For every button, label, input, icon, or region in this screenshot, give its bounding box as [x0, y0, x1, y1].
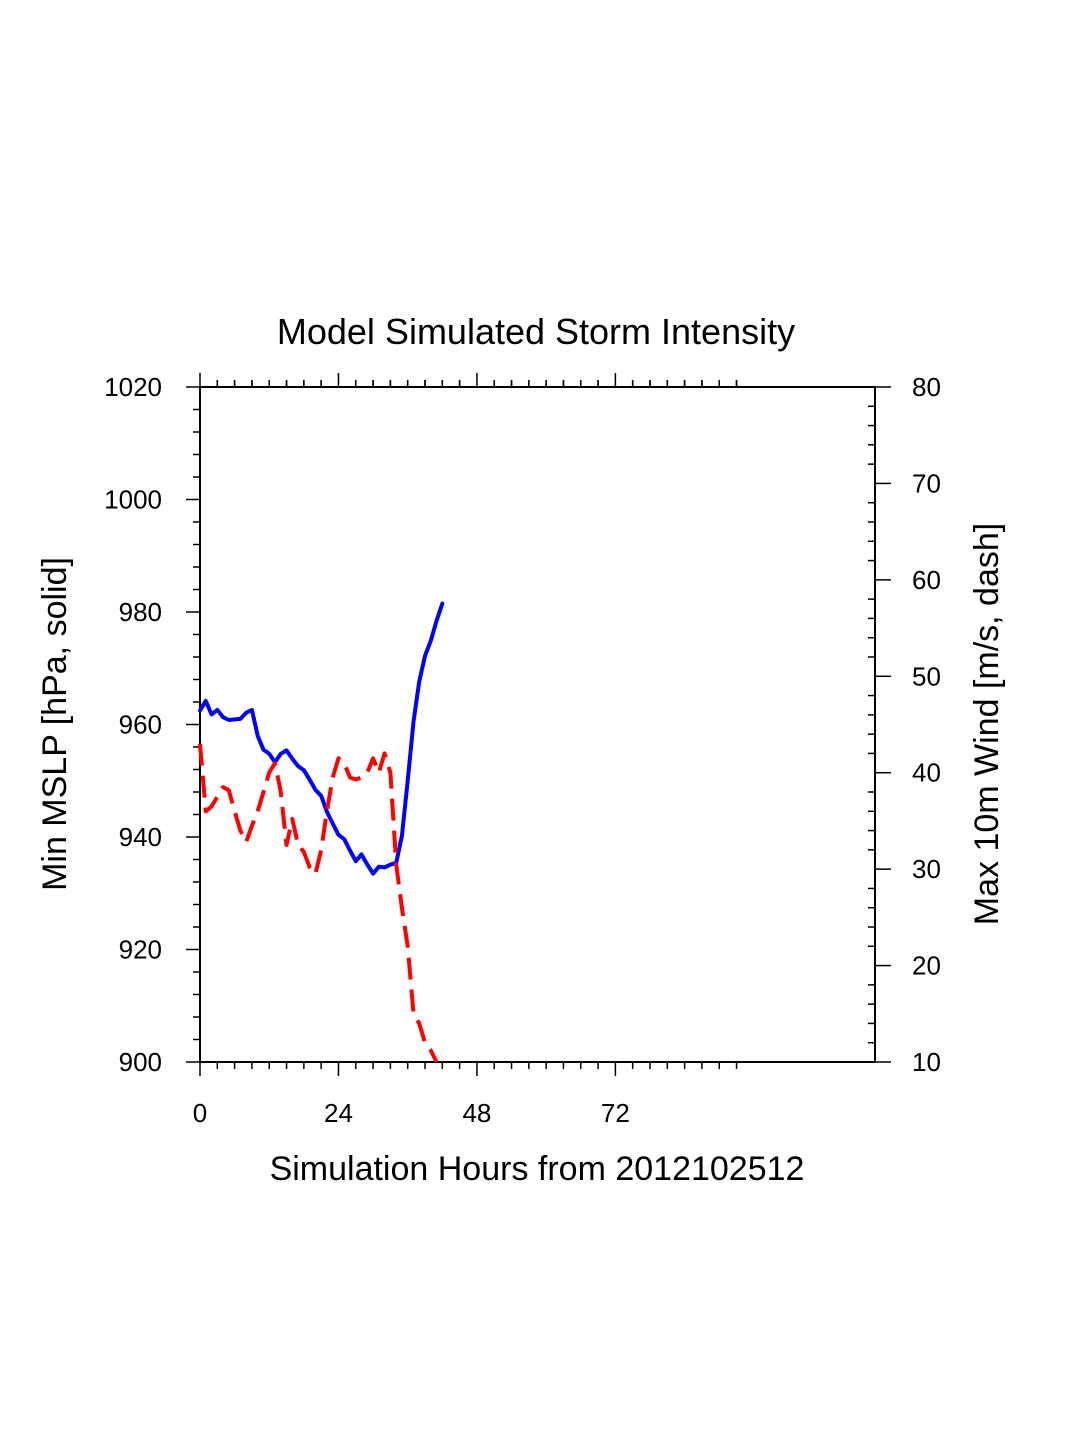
right-y-axis-label: Max 10m Wind [m/s, dash] — [968, 523, 1006, 925]
x-tick-label: 72 — [601, 1098, 630, 1128]
right-y-tick-label: 80 — [912, 372, 941, 402]
right-y-tick-label: 30 — [912, 854, 941, 884]
chart-title: Model Simulated Storm Intensity — [277, 311, 795, 352]
left-y-tick-label: 920 — [119, 935, 162, 965]
right-y-ticks — [868, 386, 891, 1063]
max-wind-series-line — [198, 743, 439, 1063]
x-tick-label: 0 — [193, 1098, 207, 1128]
left-y-tick-label: 980 — [119, 597, 162, 627]
x-tick-label: 24 — [324, 1098, 353, 1128]
left-y-tick-label: 940 — [119, 822, 162, 852]
left-y-tick-label: 900 — [119, 1047, 162, 1077]
plot-frame — [199, 386, 876, 1063]
left-y-axis-label: Min MSLP [hPa, solid] — [36, 557, 74, 891]
right-y-tick-label: 50 — [912, 661, 941, 691]
x-tick-label: 48 — [462, 1098, 491, 1128]
right-y-tick-label: 70 — [912, 468, 941, 498]
left-y-tick-labels: 900 920 940 960 980 1000 1020 — [104, 372, 162, 1077]
top-x-ticks — [199, 373, 738, 387]
series-layer — [198, 601, 445, 1063]
bottom-x-ticks — [199, 1062, 738, 1076]
right-y-tick-label: 10 — [912, 1047, 941, 1077]
right-y-tick-label: 20 — [912, 951, 941, 981]
x-axis-label: Simulation Hours from 2012102512 — [270, 1150, 805, 1188]
left-y-ticks — [186, 386, 200, 1063]
left-y-tick-label: 1020 — [104, 372, 162, 402]
right-y-tick-labels: 10 20 30 40 50 60 70 80 — [912, 372, 941, 1077]
left-y-tick-label: 960 — [119, 710, 162, 740]
left-y-tick-label: 1000 — [104, 485, 162, 515]
x-tick-labels: 0 24 48 72 — [193, 1098, 630, 1128]
min-mslp-series-line — [198, 601, 445, 876]
right-y-tick-label: 60 — [912, 565, 941, 595]
right-y-tick-label: 40 — [912, 758, 941, 788]
